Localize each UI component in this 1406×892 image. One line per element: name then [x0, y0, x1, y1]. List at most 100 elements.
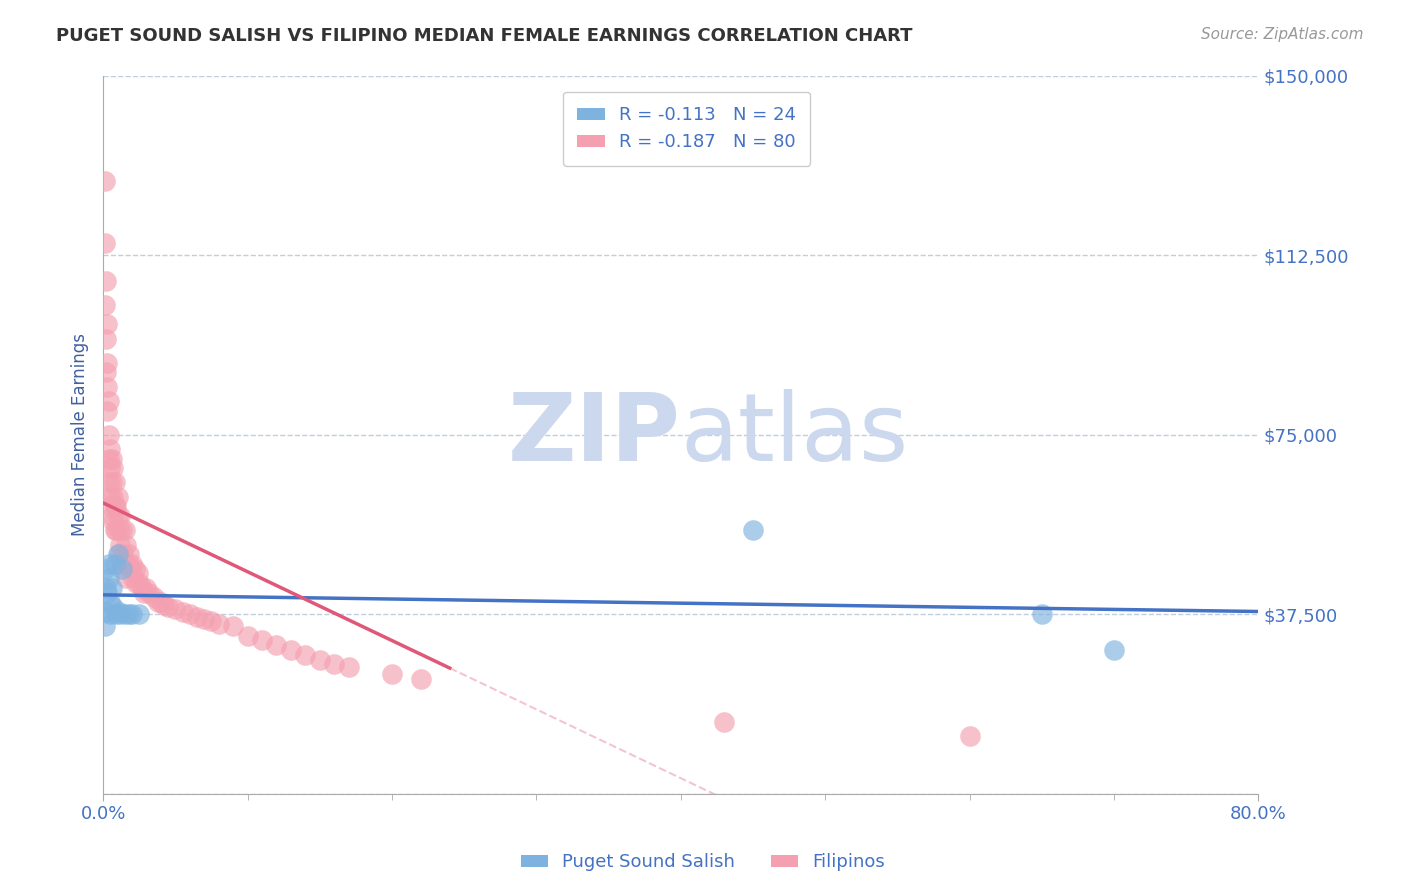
Point [107, 508, 129, 523]
Point [208, 616, 231, 631]
Point [111, 562, 134, 576]
Point [110, 508, 132, 523]
Point [381, 667, 404, 681]
Point [98, 461, 121, 475]
Point [103, 490, 125, 504]
Point [142, 591, 165, 605]
Point [115, 571, 138, 585]
Point [124, 562, 146, 576]
Point [101, 475, 124, 490]
Point [132, 585, 155, 599]
Point [101, 451, 124, 466]
Point [125, 576, 148, 591]
Point [112, 547, 135, 561]
Point [121, 607, 143, 621]
Point [103, 514, 125, 528]
Point [1102, 643, 1125, 657]
Point [111, 524, 134, 538]
Point [108, 524, 131, 538]
Point [294, 648, 316, 662]
Legend: Puget Sound Salish, Filipinos: Puget Sound Salish, Filipinos [513, 847, 893, 879]
Point [93, 619, 115, 633]
Point [105, 607, 128, 621]
Point [107, 490, 129, 504]
Point [93, 236, 115, 251]
Point [96, 318, 118, 332]
Point [104, 500, 127, 514]
Point [713, 714, 735, 729]
Point [135, 581, 157, 595]
Point [138, 585, 160, 599]
Point [108, 547, 131, 561]
Point [146, 595, 169, 609]
Point [236, 629, 259, 643]
Point [96, 585, 118, 599]
Point [97, 427, 120, 442]
Point [122, 571, 145, 585]
Point [117, 557, 139, 571]
Point [101, 508, 124, 523]
Point [308, 652, 330, 666]
Point [128, 576, 150, 591]
Point [98, 442, 121, 456]
Point [98, 490, 121, 504]
Point [111, 557, 134, 571]
Point [103, 599, 125, 614]
Point [1031, 607, 1053, 621]
Point [97, 451, 120, 466]
Point [114, 607, 136, 621]
Point [97, 557, 120, 571]
Point [120, 562, 142, 576]
Point [172, 605, 194, 619]
Point [93, 562, 115, 576]
Point [94, 605, 117, 619]
Point [94, 365, 117, 379]
Point [250, 633, 273, 648]
Point [96, 356, 118, 370]
Point [94, 581, 117, 595]
Point [97, 571, 120, 585]
Point [128, 607, 150, 621]
Point [101, 581, 124, 595]
Point [200, 615, 222, 629]
Point [93, 298, 115, 312]
Point [280, 643, 302, 657]
Text: ZIP: ZIP [508, 389, 681, 481]
Point [104, 475, 127, 490]
Point [104, 557, 127, 571]
Point [114, 557, 136, 571]
Point [105, 500, 128, 514]
Point [98, 595, 121, 609]
Point [152, 598, 174, 612]
Point [121, 557, 143, 571]
Point [114, 524, 136, 538]
Point [96, 403, 118, 417]
Legend: R = -0.113   N = 24, R = -0.187   N = 80: R = -0.113 N = 24, R = -0.187 N = 80 [562, 92, 810, 166]
Point [323, 657, 346, 672]
Point [222, 619, 245, 633]
Point [165, 602, 187, 616]
Point [103, 461, 125, 475]
Point [186, 609, 208, 624]
Point [96, 380, 118, 394]
Point [115, 538, 138, 552]
Point [193, 612, 215, 626]
Point [118, 607, 141, 621]
Point [110, 607, 132, 621]
Point [149, 595, 172, 609]
Point [409, 672, 432, 686]
Point [94, 332, 117, 346]
Point [118, 547, 141, 561]
Point [93, 174, 115, 188]
Point [105, 524, 128, 538]
Text: atlas: atlas [681, 389, 910, 481]
Point [959, 729, 981, 743]
Point [157, 599, 180, 614]
Point [97, 394, 120, 409]
Point [98, 500, 121, 514]
Point [108, 605, 131, 619]
Point [266, 638, 288, 652]
Point [127, 566, 149, 581]
Point [179, 607, 201, 621]
Text: Source: ZipAtlas.com: Source: ZipAtlas.com [1201, 27, 1364, 42]
